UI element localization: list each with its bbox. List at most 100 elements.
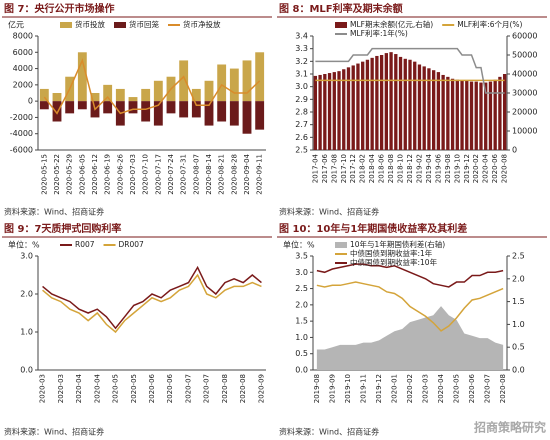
x-tick-label: 2020-01 bbox=[390, 374, 398, 403]
bar bbox=[229, 68, 239, 102]
y-tick-label: 2.0 bbox=[295, 300, 308, 309]
y-tick-label: 3.0 bbox=[295, 268, 308, 277]
y-tick-label: 4000 bbox=[13, 64, 33, 73]
bar bbox=[313, 75, 318, 150]
y-tick-label: 1.0 bbox=[20, 328, 33, 337]
x-tick-label: 2020-05-29 bbox=[66, 154, 74, 195]
y-tick-label: 6000 bbox=[13, 48, 33, 57]
bar bbox=[365, 59, 370, 150]
bar bbox=[255, 101, 265, 130]
x-tick-label: 2020-04 bbox=[75, 373, 83, 403]
x-tick-label: 2020-06-12 bbox=[91, 154, 99, 195]
bar bbox=[229, 101, 239, 126]
bar bbox=[389, 52, 393, 150]
x-tick-label: 2020-07 bbox=[184, 374, 192, 403]
x-tick-label: 2020-06-19 bbox=[104, 154, 112, 195]
bar bbox=[474, 81, 478, 150]
x-tick-label: 2020-06 bbox=[166, 373, 174, 403]
bar bbox=[217, 101, 227, 122]
x-tick-label: 2020-08 bbox=[221, 374, 229, 403]
y-tick-label: -2000 bbox=[10, 113, 33, 122]
bar bbox=[191, 88, 201, 102]
y2-tick-label: 10000 bbox=[512, 127, 537, 136]
y-tick-label: -6000 bbox=[10, 146, 33, 155]
y-tick-label: 2.7 bbox=[295, 120, 308, 129]
bar bbox=[488, 81, 493, 150]
bar bbox=[375, 55, 379, 151]
y-tick-label: 0.0 bbox=[20, 366, 33, 375]
bar bbox=[493, 79, 497, 150]
x-tick-label: 2020-04 bbox=[93, 373, 101, 403]
x-tick-label: 2018-12 bbox=[406, 154, 414, 183]
legend-label: MLF期末余额(亿元,右轴) bbox=[350, 19, 433, 29]
bar bbox=[398, 56, 403, 150]
bar bbox=[141, 101, 151, 122]
bar bbox=[115, 88, 125, 102]
x-tick-label: 2019-10 bbox=[453, 154, 461, 183]
bar bbox=[204, 101, 214, 126]
bar bbox=[403, 58, 407, 150]
y-tick-label: 2.9 bbox=[295, 95, 308, 104]
x-tick-label: 2020-05 bbox=[130, 374, 138, 403]
bar bbox=[351, 65, 355, 150]
x-tick-label: 2020-06-05 bbox=[78, 154, 86, 195]
bar bbox=[90, 93, 100, 102]
legend-label: 中债国债到期收益率:1年 bbox=[350, 248, 433, 258]
x-tick-label: 2018-04 bbox=[368, 153, 376, 183]
x-tick-label: 2018-02 bbox=[359, 154, 367, 183]
x-tick-label: 2020-04 bbox=[482, 153, 490, 183]
bar bbox=[413, 61, 417, 150]
bar bbox=[484, 82, 488, 150]
bar bbox=[370, 57, 374, 150]
bar bbox=[361, 61, 365, 150]
y-tick-label: 3.0 bbox=[20, 252, 33, 261]
bar bbox=[384, 53, 388, 150]
y-tick-label: 2.5 bbox=[295, 146, 308, 155]
y2-tick-label: 60000 bbox=[512, 32, 537, 41]
bar bbox=[465, 80, 469, 150]
bar bbox=[450, 78, 455, 150]
bar bbox=[323, 74, 327, 150]
bar bbox=[52, 93, 62, 102]
x-tick-label: 2019-11 bbox=[359, 374, 367, 403]
bar bbox=[77, 101, 87, 110]
x-tick-label: 2020-08-28 bbox=[230, 154, 238, 195]
bar bbox=[204, 80, 214, 102]
bar bbox=[479, 82, 483, 150]
legend-swatch bbox=[335, 22, 347, 28]
bar bbox=[441, 74, 445, 150]
bar bbox=[455, 79, 459, 150]
source-note: 资料来源：Wind、招商证券 bbox=[4, 207, 104, 217]
bar bbox=[356, 63, 360, 150]
unit-label: 亿元 bbox=[8, 20, 24, 30]
y2-tick-label: 50000 bbox=[512, 51, 537, 60]
legend-label: 中债国债到期收益率:10年 bbox=[350, 257, 438, 267]
y-tick-label: 2.0 bbox=[20, 290, 33, 299]
x-tick-label: 2020-05-22 bbox=[53, 154, 61, 195]
source-note: 资料来源：Wind、招商证券 bbox=[4, 427, 104, 437]
bar bbox=[346, 67, 351, 150]
bar bbox=[332, 72, 336, 150]
x-tick-label: 2018-06 bbox=[378, 153, 386, 183]
bar bbox=[502, 74, 507, 150]
x-tick-label: 2020-09-04 bbox=[243, 153, 251, 194]
bar bbox=[379, 55, 384, 150]
x-tick-label: 2020-08-21 bbox=[218, 154, 226, 195]
x-tick-label: 2017-04 bbox=[311, 153, 319, 183]
line bbox=[42, 273, 262, 334]
bar bbox=[337, 71, 341, 150]
x-tick-label: 2019-10 bbox=[344, 374, 352, 403]
legend-label: R007 bbox=[75, 240, 95, 249]
y-tick-label: 1.5 bbox=[295, 317, 308, 326]
y-tick-label: 2.8 bbox=[295, 108, 308, 117]
bar bbox=[432, 70, 436, 150]
x-tick-label: 2020-08 bbox=[501, 154, 509, 183]
bar bbox=[217, 64, 227, 102]
y-tick-label: 0.5 bbox=[295, 349, 308, 358]
x-tick-label: 2020-05 bbox=[453, 374, 461, 403]
x-tick-label: 2020-07 bbox=[203, 374, 211, 403]
y-tick-label: 2.6 bbox=[295, 133, 308, 142]
x-tick-label: 2017-10 bbox=[340, 154, 348, 183]
y-tick-label: 3.5 bbox=[295, 252, 308, 261]
line bbox=[316, 263, 504, 288]
